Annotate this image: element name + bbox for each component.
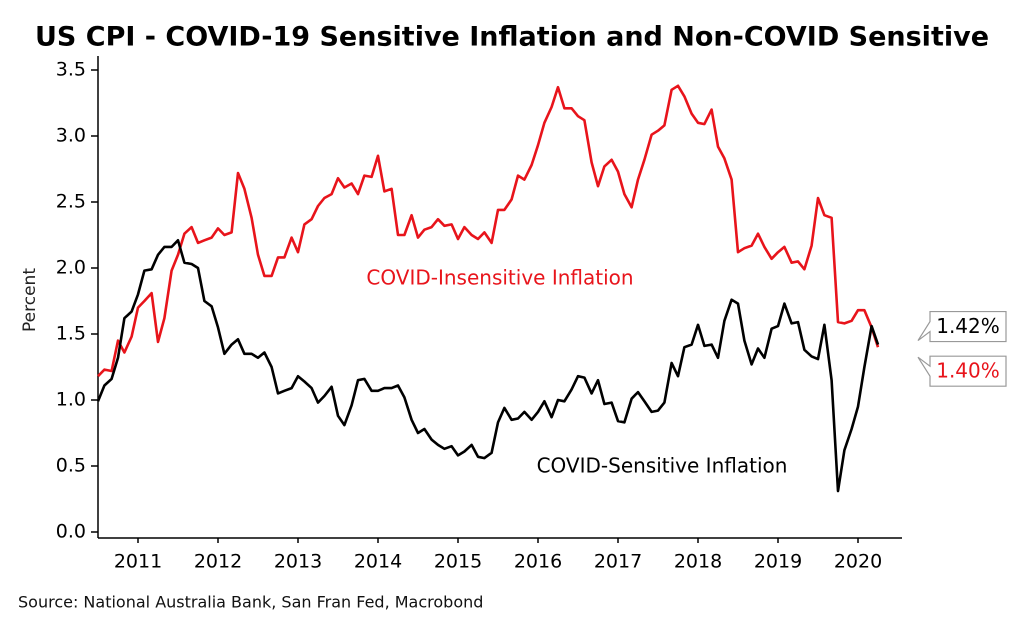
x-tick-label: 2016 — [514, 551, 562, 573]
end-label-box — [917, 355, 1007, 387]
y-tick-label: 0.0 — [56, 521, 86, 543]
y-tick-label: 2.5 — [56, 191, 86, 213]
y-tick-label: 2.0 — [56, 257, 86, 279]
x-tick-label: 2019 — [754, 551, 802, 573]
y-tick-label: 1.0 — [56, 389, 86, 411]
x-tick-label: 2013 — [274, 551, 322, 573]
x-tick-label: 2012 — [194, 551, 242, 573]
x-tick-label: 2018 — [674, 551, 722, 573]
x-tick-label: 2011 — [114, 551, 162, 573]
source-note: Source: National Australia Bank, San Fra… — [18, 593, 483, 612]
end-label-box — [917, 310, 1007, 343]
series-line — [96, 239, 880, 493]
y-tick-label: 3.0 — [56, 125, 86, 147]
y-tick-label: 1.5 — [56, 323, 86, 345]
y-tick-label: 0.5 — [56, 455, 86, 477]
x-tick-label: 2015 — [434, 551, 482, 573]
x-tick-label: 2014 — [354, 551, 402, 573]
x-tick-label: 2020 — [834, 551, 882, 573]
y-tick-label: 3.5 — [56, 59, 86, 81]
series-line — [97, 84, 880, 378]
series-annotation: COVID-Sensitive Inflation — [537, 454, 788, 478]
series-annotation: COVID-Insensitive Inflation — [366, 266, 633, 290]
chart-title: US CPI - COVID-19 Sensitive Inflation an… — [35, 22, 989, 53]
end-label: 1.40% — [936, 359, 1000, 383]
y-axis-label: Percent — [20, 268, 40, 332]
end-label: 1.42% — [936, 314, 1000, 338]
x-tick-label: 2017 — [594, 551, 642, 573]
